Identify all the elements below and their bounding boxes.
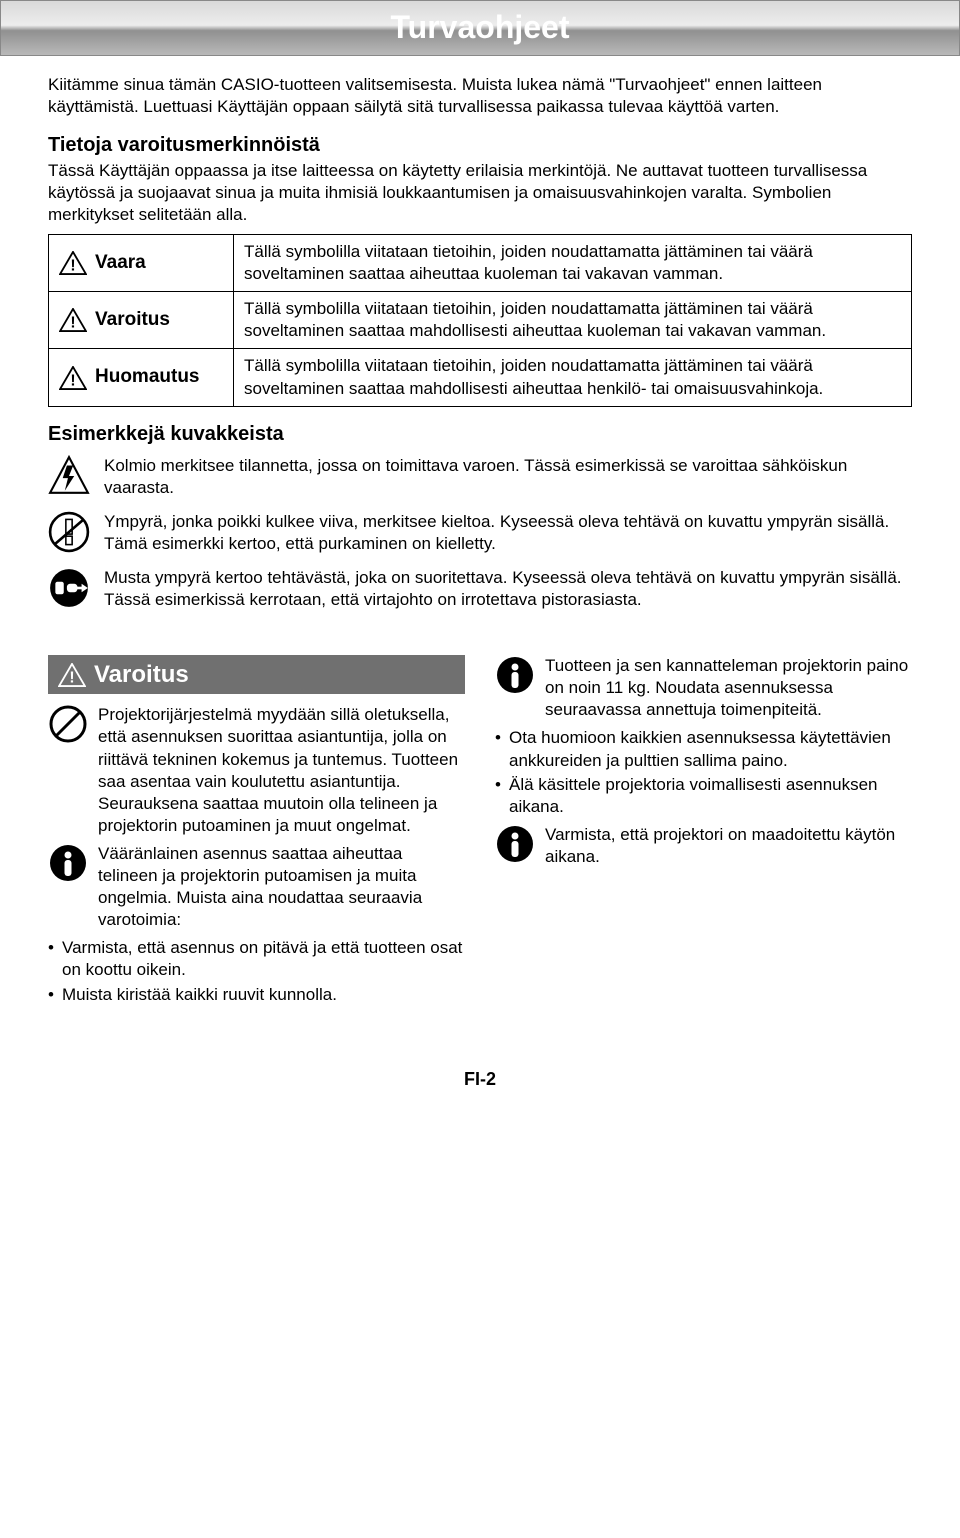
shock-triangle-icon	[48, 455, 90, 497]
warning-triangle-icon: !	[59, 308, 87, 332]
left-p1: Projektorijärjestelmä myydään sillä olet…	[98, 704, 465, 837]
example-text: Ympyrä, jonka poikki kulkee viiva, merki…	[104, 511, 912, 555]
example-row: Ympyrä, jonka poikki kulkee viiva, merki…	[48, 511, 912, 555]
unplug-icon	[48, 567, 90, 609]
left-column: ! Varoitus Projektorijärjestelmä myydään…	[48, 655, 465, 1007]
warning-triangle-icon: !	[58, 663, 86, 687]
symbol-table: ! Vaara Tällä symbolilla viitataan tieto…	[48, 234, 912, 407]
svg-text:!: !	[70, 372, 75, 389]
page-title: Turvaohjeet	[1, 7, 959, 49]
bullet: Ota huomioon kaikkien asennuksessa käyte…	[495, 727, 912, 771]
bullet: Varmista, että asennus on pitävä ja että…	[48, 937, 465, 981]
row-desc: Tällä symbolilla viitataan tietoihin, jo…	[234, 349, 912, 406]
banner-label: Varoitus	[94, 659, 189, 690]
page-number: FI-2	[48, 1068, 912, 1091]
right-p2: Varmista, että projektori on maadoitettu…	[545, 824, 912, 868]
left-bullets: Varmista, että asennus on pitävä ja että…	[48, 937, 465, 1005]
mandatory-icon	[495, 655, 535, 695]
table-row: ! Vaara Tällä symbolilla viitataan tieto…	[49, 235, 912, 292]
bullet: Muista kiristää kaikki ruuvit kunnolla.	[48, 984, 465, 1006]
no-disassemble-icon	[48, 511, 90, 553]
row-desc: Tällä symbolilla viitataan tietoihin, jo…	[234, 235, 912, 292]
svg-text:!: !	[69, 669, 74, 686]
bullet: Älä käsittele projektoria voimallisesti …	[495, 774, 912, 818]
row-label: Vaara	[95, 251, 146, 276]
section1-paragraph: Tässä Käyttäjän oppaassa ja itse laittee…	[48, 160, 912, 226]
prohibit-icon	[48, 704, 88, 744]
warning-triangle-icon: !	[59, 366, 87, 390]
right-p1: Tuotteen ja sen kannatteleman projektori…	[545, 655, 912, 721]
title-bar: Turvaohjeet	[0, 0, 960, 56]
section-heading-2: Esimerkkejä kuvakkeista	[48, 421, 912, 447]
left-p2: Vääränlainen asennus saattaa aiheuttaa t…	[98, 843, 465, 931]
table-row: ! Huomautus Tällä symbolilla viitataan t…	[49, 349, 912, 406]
table-row: ! Varoitus Tällä symbolilla viitataan ti…	[49, 292, 912, 349]
row-label: Varoitus	[95, 308, 170, 333]
example-row: Musta ympyrä kertoo tehtävästä, joka on …	[48, 567, 912, 611]
example-text: Musta ympyrä kertoo tehtävästä, joka on …	[104, 567, 912, 611]
svg-text:!: !	[70, 315, 75, 332]
varoitus-banner: ! Varoitus	[48, 655, 465, 694]
example-text: Kolmio merkitsee tilannetta, jossa on to…	[104, 455, 912, 499]
intro-paragraph: Kiitämme sinua tämän CASIO-tuotteen vali…	[48, 74, 912, 118]
row-label: Huomautus	[95, 365, 200, 390]
svg-text:!: !	[70, 258, 75, 275]
section-heading-1: Tietoja varoitusmerkinnöistä	[48, 132, 912, 158]
warning-triangle-icon: !	[59, 251, 87, 275]
right-column: Tuotteen ja sen kannatteleman projektori…	[495, 655, 912, 1007]
right-bullets: Ota huomioon kaikkien asennuksessa käyte…	[495, 727, 912, 817]
example-row: Kolmio merkitsee tilannetta, jossa on to…	[48, 455, 912, 499]
mandatory-icon	[48, 843, 88, 883]
row-desc: Tällä symbolilla viitataan tietoihin, jo…	[234, 292, 912, 349]
mandatory-icon	[495, 824, 535, 864]
